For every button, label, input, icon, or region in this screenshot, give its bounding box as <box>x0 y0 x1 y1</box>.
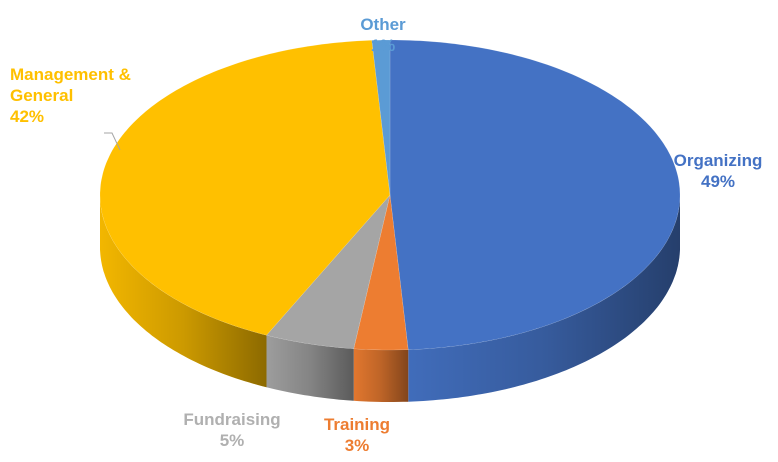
slice-side-shade <box>408 195 680 402</box>
data-label: Organizing 49% <box>668 150 768 192</box>
slice-side-shade <box>100 195 267 388</box>
label-value: 3% <box>344 436 370 455</box>
slice-side-shade <box>353 348 409 402</box>
data-label: Management & General 42% <box>10 64 150 127</box>
slice-side-shade <box>266 335 354 401</box>
label-name: Training <box>323 415 391 434</box>
label-value: 42% <box>10 107 45 126</box>
slice <box>99 40 391 336</box>
label-name: Management & General <box>10 65 131 105</box>
slice <box>266 194 391 350</box>
data-label: Other 1% <box>343 14 423 56</box>
label-name: Organizing <box>673 151 763 170</box>
label-name: Other <box>360 15 406 34</box>
data-label: Training 3% <box>312 414 402 456</box>
label-value: 1% <box>370 36 396 55</box>
label-name: Fundraising <box>183 410 281 429</box>
leader-line <box>104 132 121 151</box>
label-value: 49% <box>700 172 736 191</box>
slice <box>371 39 391 196</box>
slice <box>353 194 409 351</box>
slice <box>389 39 681 350</box>
data-label: Fundraising 5% <box>172 409 292 451</box>
label-value: 5% <box>219 431 245 450</box>
